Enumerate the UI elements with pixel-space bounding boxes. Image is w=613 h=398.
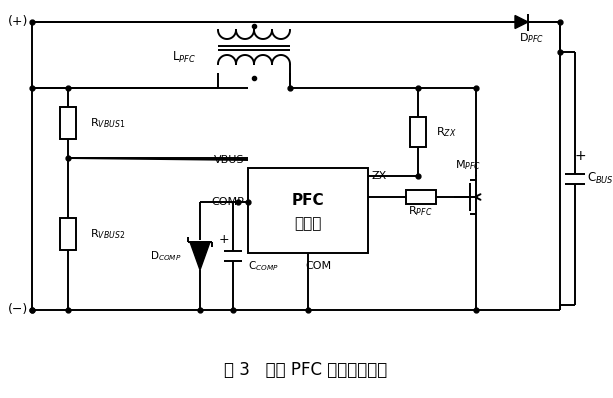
Text: M$_{PFC}$: M$_{PFC}$ — [455, 158, 481, 172]
Text: R$_{PFC}$: R$_{PFC}$ — [408, 204, 433, 218]
Text: COMP: COMP — [211, 197, 244, 207]
Polygon shape — [515, 16, 528, 29]
Bar — [60, 218, 76, 250]
Bar — [410, 117, 426, 147]
Text: +: + — [574, 150, 586, 164]
Text: R$_{VBUS2}$: R$_{VBUS2}$ — [90, 227, 125, 241]
Text: R$_{VBUS1}$: R$_{VBUS1}$ — [90, 116, 126, 130]
Text: D$_{PFC}$: D$_{PFC}$ — [519, 31, 544, 45]
Text: PFC: PFC — [292, 193, 324, 208]
Text: (−): (−) — [8, 304, 28, 316]
Text: ZX: ZX — [372, 171, 387, 181]
Text: 控制器: 控制器 — [294, 216, 322, 231]
Text: L$_{PFC}$: L$_{PFC}$ — [172, 49, 196, 64]
Text: D$_{COMP}$: D$_{COMP}$ — [151, 249, 182, 263]
Text: C$_{BUS}$: C$_{BUS}$ — [587, 171, 613, 186]
Text: +: + — [218, 233, 229, 246]
Text: R$_{ZX}$: R$_{ZX}$ — [436, 125, 457, 139]
Text: C$_{COMP}$: C$_{COMP}$ — [248, 259, 279, 273]
Bar — [248, 168, 368, 253]
Bar — [60, 107, 76, 139]
Text: COM: COM — [305, 261, 331, 271]
Text: 图 3   内部 PFC 控制简化电路: 图 3 内部 PFC 控制简化电路 — [224, 361, 387, 379]
Text: (+): (+) — [8, 16, 28, 29]
Polygon shape — [190, 242, 210, 270]
Bar — [406, 190, 435, 204]
Text: VBUS: VBUS — [213, 155, 244, 165]
